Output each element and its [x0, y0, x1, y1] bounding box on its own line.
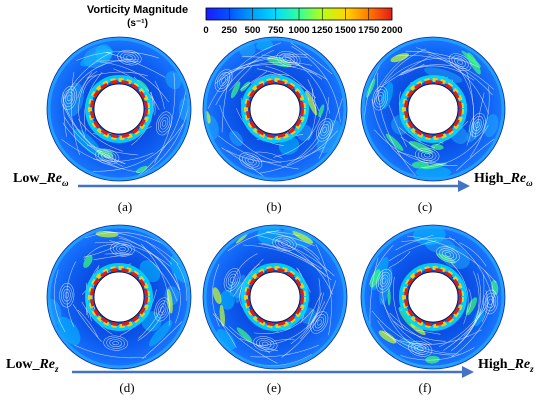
colorbar-unit: (s⁻¹) — [127, 18, 148, 29]
panel-label-c: (c) — [417, 199, 433, 214]
panel-label-e: (e) — [266, 380, 282, 395]
colorbar-tick-label: 1750 — [358, 25, 380, 36]
panel-label-d: (d) — [119, 380, 135, 395]
high-re-omega-label: High_Reω — [474, 171, 533, 188]
inner-cylinder — [93, 83, 145, 135]
low-re-omega-label: Low_Reω — [13, 171, 69, 188]
panel-label-b: (b) — [266, 199, 282, 214]
inner-cylinder — [407, 271, 459, 323]
colorbar-tick-label: 0 — [203, 25, 209, 36]
colorbar-tick-label: 1500 — [334, 25, 357, 36]
vorticity-panel-d — [46, 224, 192, 370]
inner-cylinder — [407, 83, 459, 135]
inner-cylinder — [93, 271, 145, 323]
colorbar-tick-label: 1250 — [311, 25, 333, 36]
colorbar — [205, 7, 393, 21]
colorbar-tick-label: 1000 — [288, 25, 310, 36]
panel-label-a: (a) — [117, 199, 133, 214]
vorticity-panel-b — [202, 36, 348, 182]
colorbar-tick-label: 2000 — [381, 25, 403, 36]
inner-cylinder — [249, 271, 301, 323]
vorticity-panel-e — [202, 224, 348, 370]
colorbar-tick-label: 500 — [244, 25, 261, 36]
vorticity-panel-f — [360, 224, 506, 370]
re-z-arrow — [72, 366, 474, 378]
re-omega-arrow — [78, 180, 470, 192]
high-re-z-label: High_Rez — [478, 357, 534, 374]
colorbar-tick-label: 750 — [267, 25, 284, 36]
inner-cylinder — [249, 83, 301, 135]
low-re-z-label: Low_Rez — [6, 357, 59, 374]
colorbar-title: Vorticity Magnitude — [86, 4, 189, 16]
vorticity-panel-a — [46, 36, 192, 182]
colorbar-tick-label: 250 — [221, 25, 238, 36]
vorticity-panel-c — [360, 36, 506, 182]
panel-label-f: (f) — [418, 380, 432, 395]
